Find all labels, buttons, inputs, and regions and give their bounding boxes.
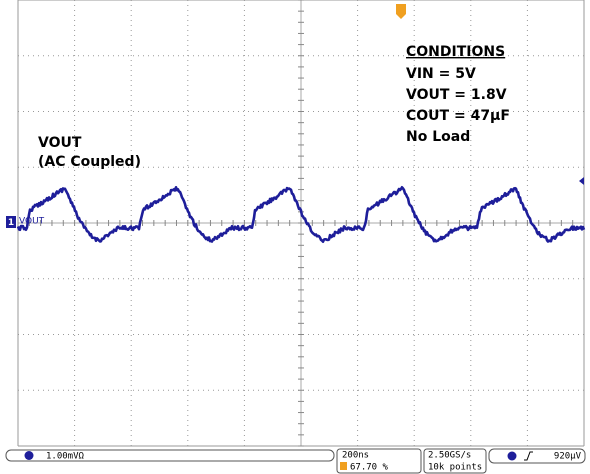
waveform xyxy=(16,186,586,243)
trigger-source xyxy=(507,451,517,461)
channel-badge xyxy=(6,216,16,228)
trigger-level: 920µV xyxy=(554,452,582,462)
acq-box xyxy=(423,448,487,474)
conditions-title: CONDITIONS xyxy=(406,44,505,60)
condition: No Load xyxy=(406,129,470,145)
record-length: 10k points xyxy=(428,463,482,473)
trigger-marker xyxy=(396,4,406,19)
timebase-box xyxy=(336,448,422,474)
level-marker xyxy=(579,177,584,185)
coupling-label: (AC Coupled) xyxy=(38,154,141,170)
channel-label: VOUT xyxy=(19,217,45,227)
timebase: 200ns xyxy=(342,451,369,461)
graticule xyxy=(17,0,585,447)
edge-icon xyxy=(524,451,533,461)
scale: 1.00mVΩ xyxy=(46,452,85,462)
signal-label: VOUT xyxy=(38,135,82,151)
trigger-icon xyxy=(340,462,347,470)
condition: VIN = 5V xyxy=(406,66,476,82)
condition: VOUT = 1.8V xyxy=(406,87,507,103)
trigger-position: 67.70 % xyxy=(350,463,389,473)
scale-box xyxy=(5,449,335,462)
condition: COUT = 47µF xyxy=(406,108,510,124)
channel-number: 1 xyxy=(8,218,14,228)
channel-icon xyxy=(24,451,34,460)
sample-rate: 2.50GS/s xyxy=(428,451,471,461)
